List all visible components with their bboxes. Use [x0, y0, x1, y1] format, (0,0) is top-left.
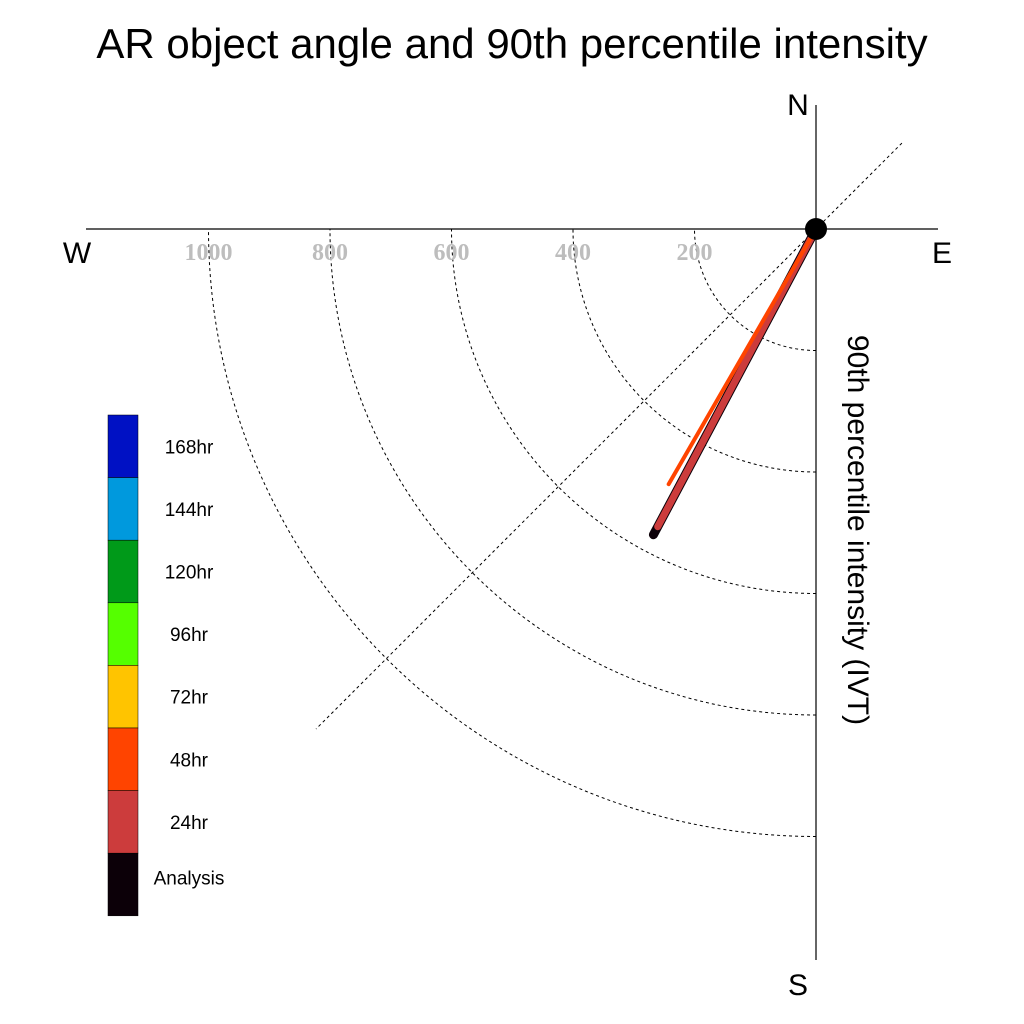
legend-swatch — [107, 790, 139, 854]
radial-grid-arc — [208, 228, 817, 837]
radial-tick-label: 400 — [555, 240, 591, 266]
series-vector — [666, 227, 818, 487]
legend-label: 144hr — [165, 500, 214, 521]
compass-west-label: W — [63, 237, 92, 270]
legend-swatch — [107, 727, 139, 791]
polar-grid — [86, 105, 938, 960]
legend-swatch — [107, 852, 139, 917]
radial-tick-label: 800 — [312, 240, 348, 266]
radial-tick-label: 1000 — [185, 240, 233, 266]
legend-label: 48hr — [170, 750, 209, 771]
legend-swatch — [107, 539, 139, 604]
series-vectors — [648, 224, 821, 540]
radial-grid-arc — [572, 228, 817, 473]
legend-swatch — [107, 414, 139, 478]
origin-marker — [805, 218, 827, 240]
radial-tick-labels: 200 400 600 800 1000 — [185, 240, 713, 266]
legend-swatch — [107, 665, 139, 729]
legend-label: 24hr — [170, 813, 209, 834]
legend-label: 120hr — [165, 563, 214, 584]
radial-grid-arc — [451, 228, 817, 594]
compass-east-label: E — [932, 237, 952, 270]
legend-swatch — [107, 477, 139, 541]
compass-south-label: S — [788, 969, 808, 1002]
legend: 168hr 144hr 120hr 96hr 72hr 48hr 24hr Analysis — [107, 414, 225, 917]
radial-tick-label: 200 — [677, 240, 713, 266]
radial-grid-arc — [694, 228, 817, 351]
chart-title: AR object angle and 90th percentile inte… — [96, 20, 927, 67]
radial-grid-arc — [329, 228, 817, 716]
radial-tick-label: 600 — [434, 240, 470, 266]
legend-label: 72hr — [170, 688, 209, 709]
radial-axis-label: 90th percentile intensity (IVT) — [841, 335, 874, 725]
legend-swatch — [107, 602, 139, 666]
legend-label: 96hr — [170, 625, 209, 646]
diagonal-reference-line — [315, 142, 903, 730]
legend-label: 168hr — [165, 437, 214, 458]
compass-north-label: N — [787, 89, 809, 122]
legend-label: Analysis — [154, 869, 225, 890]
